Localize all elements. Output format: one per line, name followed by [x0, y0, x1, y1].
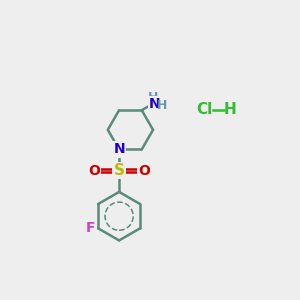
Text: H: H [148, 91, 159, 104]
Text: H: H [224, 102, 236, 117]
Text: Cl: Cl [196, 102, 213, 117]
Text: N: N [149, 97, 161, 111]
Text: N: N [113, 142, 125, 156]
Text: O: O [138, 164, 150, 178]
Text: F: F [86, 221, 95, 235]
Text: H: H [157, 98, 167, 112]
Text: S: S [114, 163, 124, 178]
Text: O: O [88, 164, 100, 178]
